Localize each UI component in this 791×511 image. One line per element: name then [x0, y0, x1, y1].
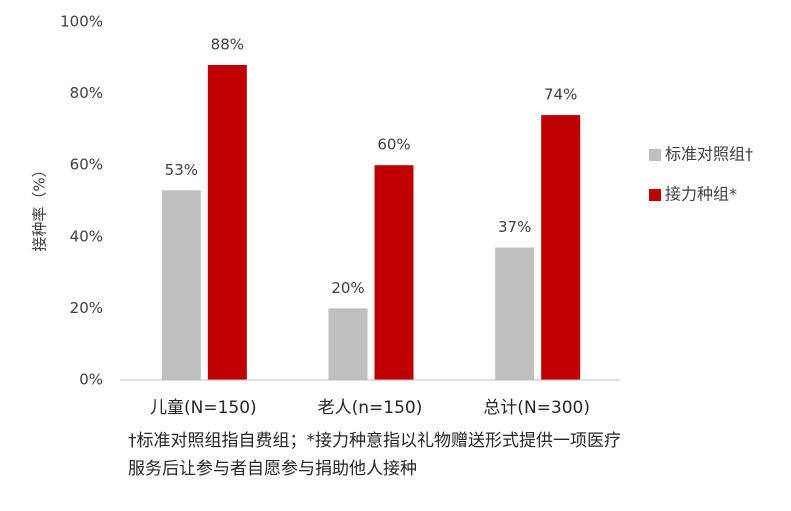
x-tick-label: 儿童(N=150) — [150, 398, 257, 418]
value-label: 88% — [211, 35, 244, 53]
y-tick-label: 60% — [70, 156, 103, 174]
footnote: †标准对照组指自费组；*接力种意指以礼物赠送形式提供一项医疗 — [128, 431, 621, 451]
legend-label: 接力种组* — [665, 185, 737, 204]
bar — [495, 247, 535, 380]
y-tick-label: 20% — [70, 299, 103, 317]
y-axis-label: 接种率（%） — [31, 162, 49, 251]
legend-swatch — [649, 189, 661, 201]
bar — [161, 190, 201, 380]
legend-swatch — [649, 149, 661, 161]
bar — [328, 308, 368, 380]
value-label: 37% — [498, 218, 531, 236]
value-label: 74% — [544, 86, 577, 104]
y-tick-label: 40% — [70, 227, 103, 245]
footnote: 服务后让参与者自愿参与捐助他人接种 — [128, 459, 417, 479]
y-tick-label: 100% — [60, 13, 103, 31]
value-label: 53% — [165, 161, 198, 179]
bar — [207, 64, 247, 381]
value-label: 20% — [331, 279, 364, 297]
bar — [374, 165, 414, 380]
x-tick-label: 总计(N=300) — [483, 398, 590, 418]
legend-label: 标准对照组† — [665, 145, 753, 164]
x-tick-label: 老人(n=150) — [318, 398, 423, 418]
value-label: 60% — [377, 136, 410, 154]
y-tick-label: 0% — [79, 371, 103, 389]
y-tick-label: 80% — [70, 84, 103, 102]
bar — [541, 115, 581, 380]
